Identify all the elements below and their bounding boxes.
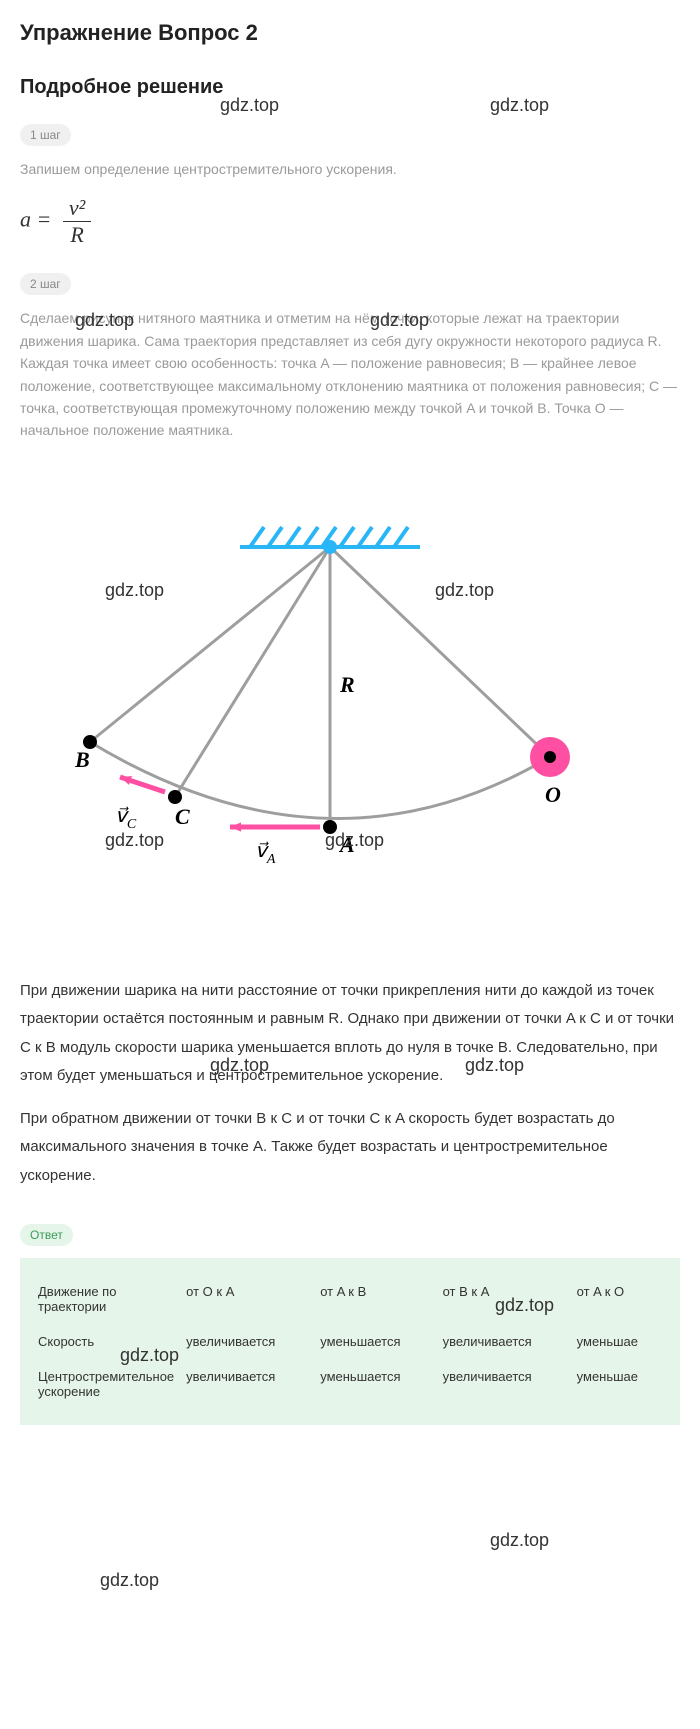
pendulum-svg: B C A O Rv⃗C v⃗A [20,482,580,922]
step-badge-2: 2 шаг [20,273,71,295]
table-cell: увеличивается [180,1359,314,1409]
table-cell: уменьшае [571,1359,668,1409]
table-cell: увеличивается [437,1359,571,1409]
formula-centripetal: a = v² R [20,195,680,248]
table-cell: увеличивается [180,1324,314,1359]
body-paragraph-1: При движении шарика на нити расстояние о… [20,977,680,1091]
svg-text:A: A [338,832,355,857]
formula-numerator: v² [63,195,91,222]
svg-text:v⃗A: v⃗A [255,840,276,867]
table-cell: уменьшается [314,1359,436,1409]
table-row: Центростремительное ускорениеувеличивает… [32,1359,668,1409]
row-label: Движение по траектории [32,1274,180,1324]
step-1-text: Запишем определение центростремительного… [20,158,680,180]
watermark: gdz.top [100,1570,159,1591]
svg-text:R: R [339,672,355,697]
table-cell: уменьшается [314,1324,436,1359]
svg-text:C: C [175,804,190,829]
table-cell: увеличивается [437,1324,571,1359]
step-1: 1 шаг Запишем определение центростремите… [20,124,680,248]
step-badge-1: 1 шаг [20,124,71,146]
formula-denominator: R [63,222,91,248]
table-row: Скоростьувеличиваетсяуменьшаетсяувеличив… [32,1324,668,1359]
answer-badge: Ответ [20,1224,73,1246]
watermark: gdz.top [490,1530,549,1551]
step-2: 2 шаг Сделаем рисунок нитяного маятника … [20,273,680,441]
row-label: Центростремительное ускорение [32,1359,180,1409]
page-title: Упражнение Вопрос 2 [20,20,680,46]
pendulum-diagram: B C A O Rv⃗C v⃗A [20,482,680,927]
step-2-text: Сделаем рисунок нитяного маятника и отме… [20,307,680,441]
svg-text:O: O [545,782,561,807]
table-cell: от B к A [437,1274,571,1324]
solution-subtitle: Подробное решение [20,76,680,99]
svg-text:B: B [74,747,90,772]
table-cell: от A к O [571,1274,668,1324]
body-paragraph-2: При обратном движении от точки B к C и о… [20,1105,680,1191]
table-cell: уменьшае [571,1324,668,1359]
table-cell: от O к A [180,1274,314,1324]
table-row: Движение по траекторииот O к Aот A к Bот… [32,1274,668,1324]
table-cell: от A к B [314,1274,436,1324]
formula-lhs: a = [20,207,51,232]
row-label: Скорость [32,1324,180,1359]
svg-text:v⃗C: v⃗C [115,805,137,832]
answer-table: Движение по траекторииот O к Aот A к Bот… [20,1258,680,1425]
